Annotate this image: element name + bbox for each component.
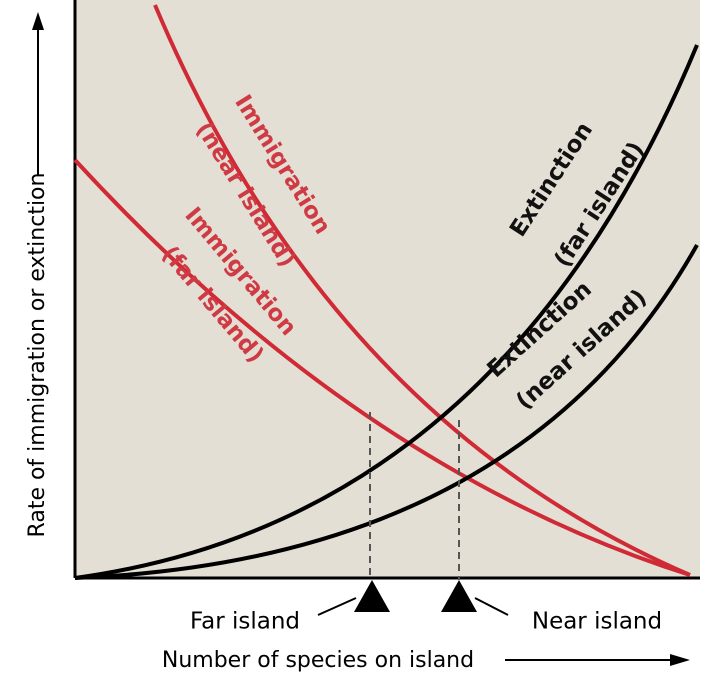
x-arrowhead <box>670 654 690 666</box>
far-pointer <box>317 597 357 616</box>
extinction-far-curve <box>74 44 699 580</box>
near-island-label: Near island <box>532 609 662 635</box>
immigration-far-curve <box>73 158 691 577</box>
y-arrowhead <box>32 12 44 30</box>
extinction-near-curve <box>74 244 699 580</box>
y-axis-label: Rate of immigration or extinction <box>25 173 50 538</box>
x-axis-label: Number of species on island <box>162 648 474 673</box>
far-marker <box>354 580 390 612</box>
immigration-near-curve <box>153 4 691 577</box>
far-island-label: Far island <box>190 609 300 635</box>
near-pointer <box>474 597 509 616</box>
plot-background <box>75 0 700 578</box>
near-marker <box>441 580 477 612</box>
